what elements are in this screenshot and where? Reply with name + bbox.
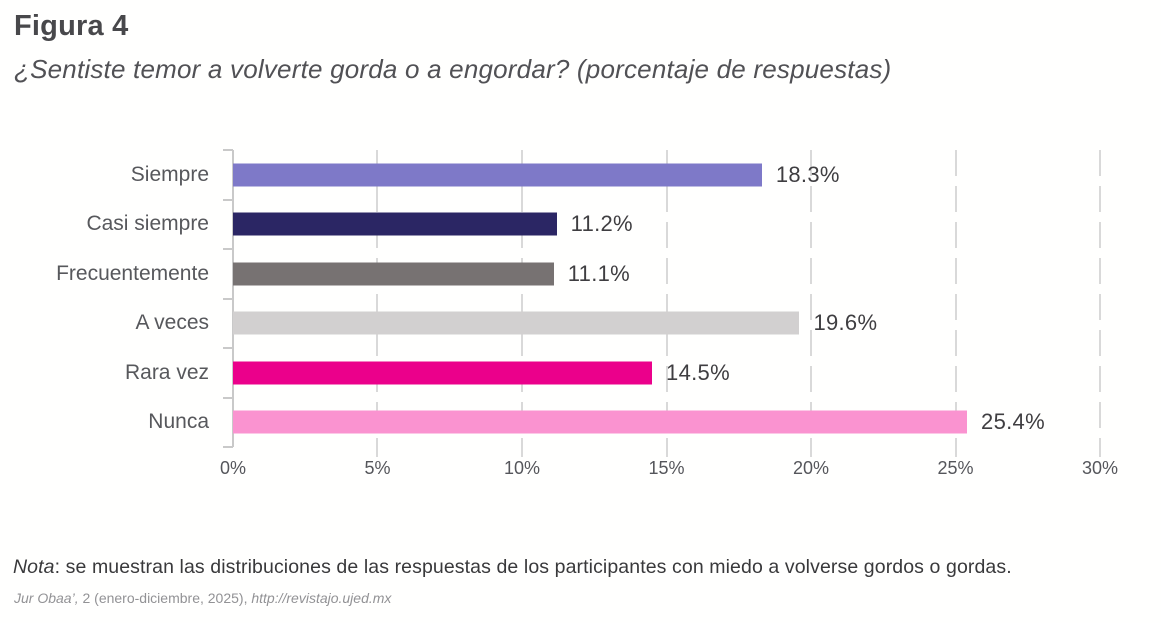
- category-label-rara-vez: Rara vez: [124, 360, 209, 384]
- x-tick-label-20pct: 20%: [792, 458, 829, 478]
- gridline-25pct: [954, 150, 957, 457]
- category-label-frecuentemente: Frecuentemente: [56, 261, 209, 285]
- category-label-a-veces: A veces: [135, 311, 209, 335]
- value-label-casi-siempre: 11.2%: [570, 211, 633, 237]
- x-tick-label-0pct: 0%: [219, 458, 247, 478]
- gridline-15pct: [665, 150, 668, 457]
- y-axis-tick: [223, 446, 233, 448]
- y-axis-tick: [223, 396, 233, 399]
- gridline-30pct: [1099, 150, 1101, 457]
- value-label-frecuentemente: 11.1%: [567, 260, 631, 286]
- value-label-siempre: 18.3%: [775, 161, 840, 187]
- x-tick-label-25pct: 25%: [937, 458, 974, 478]
- x-tick-label-15pct: 15%: [648, 458, 685, 478]
- figure-title: Figura 4: [14, 10, 129, 42]
- gridline-20pct: [809, 150, 812, 457]
- bar-nunca: [233, 410, 968, 434]
- value-label-nunca: 25.4%: [981, 409, 1045, 435]
- bar-band-a-veces: 19.6%: [233, 299, 1100, 349]
- bar-casi-siempre: [233, 212, 557, 236]
- x-axis: 0% 5% 10% 15% 20% 25% 30%: [220, 458, 1118, 484]
- figure-subtitle: ¿Sentiste temor a volverte gorda o a eng…: [14, 54, 892, 84]
- bar-a-veces: [233, 311, 800, 335]
- bar-band-casi-siempre: 11.2%: [233, 200, 1100, 250]
- plot-area: 18.3% 11.2% 11.1% 19.6% 14.5% 25.4%: [223, 149, 1101, 457]
- gridline-10pct: [520, 150, 523, 457]
- y-axis-line: [232, 150, 234, 447]
- category-label-nunca: Nunca: [148, 410, 209, 434]
- source-url: http://revistajo.ujed.mx: [251, 590, 392, 606]
- source-line: Jur Obaa’, 2 (enero-diciembre, 2025), ht…: [14, 590, 391, 606]
- note-text: : se muestran las distribuciones de las …: [54, 556, 1012, 578]
- source-journal: Jur Obaa’,: [14, 590, 79, 606]
- x-tick-label-10pct: 10%: [503, 458, 540, 478]
- bar-rara-vez: [233, 361, 653, 385]
- y-axis-tick: [223, 198, 233, 201]
- bar-frecuentemente: [233, 262, 554, 286]
- value-label-rara-vez: 14.5%: [666, 359, 730, 385]
- source-issue: 2 (enero-diciembre, 2025),: [78, 590, 252, 606]
- y-axis-tick: [223, 297, 233, 300]
- bar-band-nunca: 25.4%: [233, 398, 1100, 448]
- bar-band-rara-vez: 14.5%: [233, 348, 1100, 398]
- category-axis: Siempre Casi siempre Frecuentemente A veces…: [0, 150, 219, 447]
- x-tick-label-5pct: 5%: [364, 458, 391, 478]
- category-label-siempre: Siempre: [130, 162, 209, 186]
- note-prefix: Nota: [13, 556, 55, 578]
- bar-band-siempre: 18.3%: [233, 150, 1100, 200]
- bar-siempre: [233, 163, 762, 187]
- y-axis-tick: [223, 347, 233, 349]
- gridline-5pct: [376, 150, 379, 457]
- category-label-casi-siempre: Casi siempre: [86, 212, 209, 236]
- x-tick-label-30pct: 30%: [1081, 458, 1119, 478]
- y-axis-tick: [223, 149, 233, 151]
- y-axis-tick: [223, 248, 233, 250]
- figure-note: Nota: se muestran las distribuciones de …: [13, 556, 1012, 579]
- bar-band-frecuentemente: 11.1%: [233, 249, 1100, 299]
- value-label-a-veces: 19.6%: [813, 310, 878, 336]
